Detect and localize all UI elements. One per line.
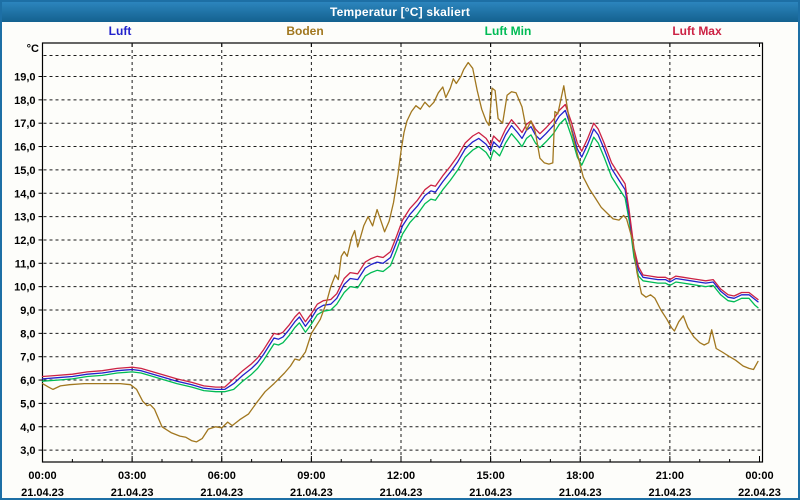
- y-tick-label: 10,0: [14, 282, 35, 294]
- legend-item-luft-min: Luft Min: [484, 24, 532, 38]
- x-tick-time-label: 06:00: [208, 470, 236, 482]
- series-luft-line: [41, 109, 759, 391]
- y-tick-label: 5,0: [20, 398, 35, 410]
- x-tick-date-label: 21.04.23: [469, 487, 512, 499]
- x-tick-date-label: 21.04.23: [290, 487, 333, 499]
- y-tick-label: 4,0: [20, 422, 35, 434]
- y-tick-label: 19,0: [14, 72, 35, 84]
- y-tick-label: 14,0: [14, 188, 35, 200]
- x-tick-date-label: 21.04.23: [21, 487, 64, 499]
- x-tick-time-label: 03:00: [118, 470, 146, 482]
- x-tick-time-label: 18:00: [566, 470, 594, 482]
- y-tick-label: 17,0: [14, 118, 35, 130]
- legend-item-luft: Luft: [108, 24, 132, 38]
- x-tick-time-label: 00:00: [28, 470, 56, 482]
- y-tick-label: 9,0: [20, 305, 35, 317]
- x-tick-time-label: 15:00: [477, 470, 505, 482]
- y-tick-label: 13,0: [14, 212, 35, 224]
- x-tick-date-label: 21.04.23: [111, 487, 154, 499]
- series-luft-max-line: [41, 103, 759, 388]
- y-axis-unit-label: °C: [27, 43, 39, 55]
- plot-border: [41, 42, 764, 463]
- y-tick-label: 7,0: [20, 352, 35, 364]
- window-titlebar: Temperatur [°C] skaliert: [2, 2, 798, 22]
- y-tick-label: 8,0: [20, 328, 35, 340]
- x-tick-time-label: 09:00: [297, 470, 325, 482]
- y-tick-label: 18,0: [14, 95, 35, 107]
- series-boden-line: [41, 61, 759, 443]
- x-tick-date-label: 21.04.23: [200, 487, 243, 499]
- legend-item-luft-max: Luft Max: [672, 24, 722, 38]
- x-tick-date-label: 22.04.23: [738, 487, 781, 499]
- window-title: Temperatur [°C] skaliert: [329, 5, 471, 19]
- x-tick-time-label: 12:00: [387, 470, 415, 482]
- y-tick-label: 3,0: [20, 445, 35, 457]
- series-luft-min-line: [41, 117, 759, 393]
- y-tick-label: 15,0: [14, 165, 35, 177]
- y-tick-label: 16,0: [14, 142, 35, 154]
- y-tick-label: 12,0: [14, 235, 35, 247]
- x-tick-date-label: 21.04.23: [559, 487, 602, 499]
- x-tick-date-label: 21.04.23: [648, 487, 691, 499]
- x-tick-time-label: 00:00: [745, 470, 773, 482]
- legend-item-boden: Boden: [286, 24, 324, 38]
- y-tick-label: 6,0: [20, 375, 35, 387]
- x-tick-time-label: 21:00: [656, 470, 684, 482]
- x-tick-date-label: 21.04.23: [380, 487, 423, 499]
- y-tick-label: 11,0: [15, 258, 36, 270]
